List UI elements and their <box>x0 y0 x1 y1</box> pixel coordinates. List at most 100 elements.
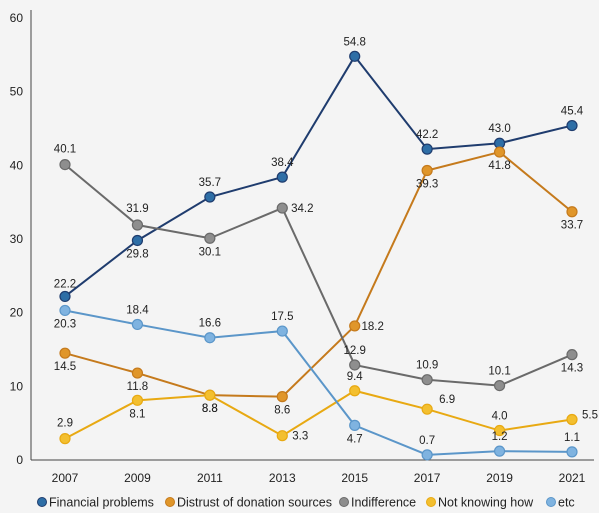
x-tick-label: 2011 <box>197 471 223 485</box>
data-point-indifference <box>276 202 288 214</box>
data-label-financial-problems: 43.0 <box>488 123 510 135</box>
x-tick-label: 2015 <box>341 471 368 485</box>
data-label-financial-problems: 38.4 <box>271 157 294 169</box>
data-label-etc: 4.7 <box>347 433 363 445</box>
legend-marker-not-knowing-how <box>426 497 436 507</box>
data-label-not-knowing-how: 8.1 <box>129 408 145 420</box>
legend-label-financial-problems: Financial problems <box>49 496 154 510</box>
x-tick-label: 2017 <box>414 471 441 485</box>
data-point-distrust-of-donation-sources <box>276 391 288 403</box>
data-point-etc <box>349 419 361 431</box>
data-label-financial-problems: 42.2 <box>416 129 438 141</box>
data-point-financial-problems <box>131 234 144 247</box>
data-point-etc <box>276 325 288 337</box>
data-point-etc <box>131 318 144 331</box>
data-label-distrust-of-donation-sources: 8.6 <box>274 405 290 417</box>
legend-label-distrust-of-donation-sources: Distrust of donation sources <box>177 496 332 510</box>
data-label-etc: 18.4 <box>126 304 149 316</box>
data-label-etc: 1.2 <box>492 431 508 443</box>
data-label-not-knowing-how: 6.9 <box>439 394 455 406</box>
data-label-not-knowing-how: 5.5 <box>582 409 598 421</box>
data-point-indifference <box>131 219 144 231</box>
data-point-financial-problems <box>421 143 433 155</box>
data-label-etc: 17.5 <box>271 311 293 323</box>
data-label-distrust-of-donation-sources: 18.2 <box>362 321 384 333</box>
data-point-not-knowing-how <box>131 394 144 406</box>
y-tick-label: 30 <box>10 232 24 246</box>
x-tick-label: 2009 <box>124 471 151 485</box>
data-point-etc <box>204 332 216 344</box>
data-label-indifference: 34.2 <box>291 203 313 215</box>
data-point-not-knowing-how <box>493 424 506 437</box>
data-point-indifference <box>421 374 433 386</box>
data-point-not-knowing-how <box>349 385 361 397</box>
data-label-distrust-of-donation-sources: 39.3 <box>416 178 438 190</box>
data-label-indifference: 14.3 <box>561 363 583 375</box>
data-point-distrust-of-donation-sources <box>493 146 506 158</box>
data-label-indifference: 12.9 <box>344 345 366 357</box>
legend-label-indifference: Indifference <box>351 496 416 510</box>
legend-marker-financial-problems <box>37 497 47 507</box>
data-label-financial-problems: 29.8 <box>126 248 148 260</box>
data-point-distrust-of-donation-sources <box>421 164 433 177</box>
legend-label-not-knowing-how: Not knowing how <box>438 496 534 510</box>
data-label-distrust-of-donation-sources: 11.8 <box>127 381 149 393</box>
data-point-financial-problems <box>276 171 288 183</box>
series-line-not-knowing-how <box>64 389 573 440</box>
data-point-distrust-of-donation-sources <box>59 347 71 359</box>
data-point-financial-problems <box>349 50 361 62</box>
data-label-financial-problems: 22.2 <box>54 278 76 290</box>
legend-marker-distrust-of-donation-sources <box>165 497 175 507</box>
data-label-distrust-of-donation-sources: 14.5 <box>54 361 76 373</box>
data-label-distrust-of-donation-sources: 8.8 <box>202 403 218 415</box>
y-tick-label: 0 <box>16 453 23 467</box>
x-tick-label: 2007 <box>52 471 79 485</box>
legend: Financial problems Distrust of donation s… <box>37 496 575 510</box>
data-label-not-knowing-how: 9.4 <box>347 371 364 383</box>
legend-marker-etc <box>546 497 556 507</box>
data-point-not-knowing-how <box>566 413 578 426</box>
data-point-not-knowing-how <box>59 433 71 445</box>
data-label-distrust-of-donation-sources: 41.8 <box>488 160 510 172</box>
series-line-etc <box>64 309 573 456</box>
series-line-financial-problems <box>64 54 573 298</box>
data-point-etc <box>566 446 578 458</box>
series-line-distrust-of-donation-sources <box>64 150 573 398</box>
data-point-financial-problems <box>59 290 71 303</box>
x-tick-label: 2019 <box>486 471 513 485</box>
x-tick-label: 2013 <box>269 471 296 485</box>
data-label-financial-problems: 35.7 <box>199 177 221 189</box>
data-point-etc <box>421 449 433 461</box>
x-tick-label: 2021 <box>559 471 586 485</box>
data-labels: 22.2 29.8 35.7 38.4 54.8 42.2 43.0 45.4 14.5 11.8… <box>54 36 598 447</box>
data-point-indifference <box>59 158 71 171</box>
data-label-not-knowing-how: 8.8 <box>202 403 218 415</box>
data-label-etc: 20.3 <box>54 318 76 330</box>
series-line-indifference <box>64 163 573 387</box>
data-label-etc: 0.7 <box>419 435 435 447</box>
data-point-not-knowing-how <box>276 430 288 442</box>
data-label-distrust-of-donation-sources: 33.7 <box>561 220 583 232</box>
y-tick-label: 60 <box>10 11 24 25</box>
data-label-financial-problems: 45.4 <box>561 106 584 118</box>
data-point-etc <box>493 445 506 457</box>
data-label-not-knowing-how: 3.3 <box>292 431 308 443</box>
data-point-distrust-of-donation-sources <box>131 367 144 379</box>
data-point-not-knowing-how <box>204 389 216 401</box>
data-label-etc: 1.1 <box>564 432 580 444</box>
y-tick-label: 40 <box>10 158 24 172</box>
y-tick-label: 10 <box>10 379 24 393</box>
data-label-financial-problems: 54.8 <box>344 36 366 48</box>
data-label-indifference: 10.9 <box>416 360 438 372</box>
series-lines <box>59 50 578 461</box>
data-point-indifference <box>493 379 506 392</box>
data-point-etc <box>59 304 71 317</box>
data-point-financial-problems <box>566 119 578 132</box>
legend-label-etc: etc <box>558 496 575 510</box>
data-label-indifference: 10.1 <box>488 366 510 378</box>
data-point-distrust-of-donation-sources <box>349 320 361 332</box>
data-point-distrust-of-donation-sources <box>566 206 578 218</box>
legend-marker-indifference <box>339 497 349 507</box>
y-tick-label: 20 <box>10 306 24 320</box>
